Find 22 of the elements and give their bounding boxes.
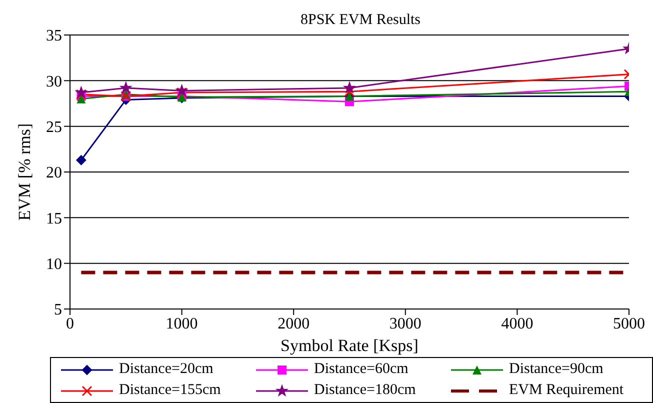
legend-label: EVM Requirement xyxy=(509,382,624,399)
x-tick-label: 3000 xyxy=(389,315,422,332)
legend-label: Distance=20cm xyxy=(119,361,214,378)
legend-label: Distance=155cm xyxy=(119,382,221,399)
y-tick-label: 20 xyxy=(46,164,62,182)
y-tick-label: 30 xyxy=(46,73,62,90)
x-tick-label: 4000 xyxy=(501,315,534,332)
chart-title: 8PSK EVM Results xyxy=(299,12,422,29)
y-tick-label: 35 xyxy=(46,28,62,45)
x-tick-label: 1000 xyxy=(166,315,198,332)
y-tick-label: 10 xyxy=(46,256,62,274)
y-tick-label: 5 xyxy=(54,302,62,319)
y-tick-label: 25 xyxy=(46,119,62,136)
x-axis-title: Symbol Rate [Ksps] xyxy=(280,336,418,355)
legend-label: Distance=60cm xyxy=(314,361,408,378)
x-tick-label: 2000 xyxy=(278,315,310,332)
legend-label: Distance=90cm xyxy=(509,361,604,378)
x-tick-label: 5000 xyxy=(613,315,645,332)
y-axis-title: EVM [% rms] xyxy=(15,123,34,221)
legend-label: Distance=180cm xyxy=(314,382,416,399)
x-tick-label: 0 xyxy=(66,315,74,332)
y-tick-label: 15 xyxy=(46,210,62,228)
